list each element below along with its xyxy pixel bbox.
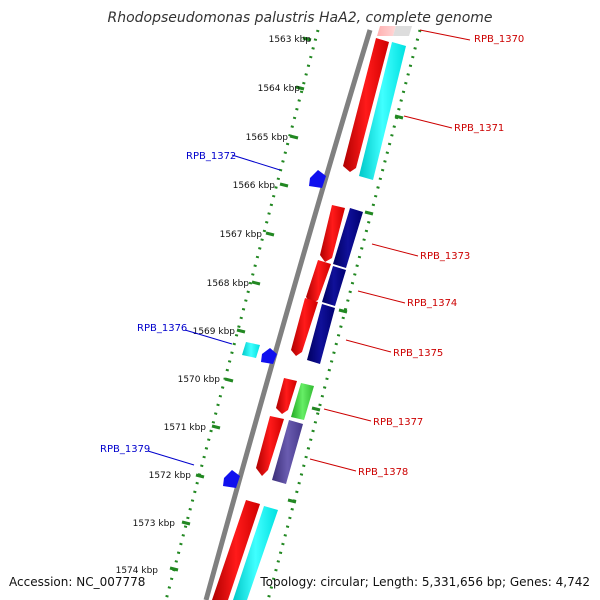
genome-summary-text: Topology: circular; Length: 5,331,656 bp… — [259, 575, 590, 589]
tick-label: 1566 kbp — [233, 181, 276, 191]
gene-label-rpb1377: RPB_1377 — [373, 417, 423, 428]
cds-feature-rpb1373 — [333, 208, 363, 268]
gene-label-rpb1372: RPB_1372 — [186, 151, 236, 162]
gene-label-rpb1373: RPB_1373 — [420, 251, 470, 262]
gene-label-rpb1376: RPB_1376 — [137, 323, 187, 334]
label-leaders — [147, 29, 471, 472]
cds-feature-rpb1378a — [256, 416, 284, 476]
gene-label-rpb1371: RPB_1371 — [454, 123, 504, 134]
tick-label: 1573 kbp — [133, 519, 176, 529]
cds-feature-rpb1377 — [291, 383, 314, 420]
tick-label: 1569 kbp — [193, 327, 236, 337]
trna-feature-rpb1372 — [309, 170, 326, 188]
tick-label: 1563 kbp — [269, 35, 312, 45]
rrna-feature-bottom — [233, 506, 278, 600]
cds-feature-rpb1373a — [320, 205, 345, 262]
rrna-feature-rpb1376 — [242, 342, 260, 358]
cds-feature-rpb1375a — [291, 298, 318, 356]
cds-feature-rpb1375 — [307, 304, 335, 364]
cds-feature-rpb1370 — [377, 26, 396, 36]
tick-label: 1571 kbp — [164, 423, 207, 433]
genome-backbone — [203, 29, 373, 600]
cds-feature-rpb1378 — [272, 420, 303, 484]
tick-label: 1574 kbp — [116, 566, 159, 576]
tick-label: 1564 kbp — [258, 84, 301, 94]
rrna-feature-rpb1371 — [359, 42, 406, 180]
tick-label: 1568 kbp — [207, 279, 250, 289]
trna-feature-rpb1376 — [261, 348, 277, 364]
cds-feature-rpb1371 — [343, 38, 389, 172]
cds-feature-rpb1374a — [306, 260, 331, 304]
gene-label-rpb1378: RPB_1378 — [358, 467, 408, 478]
tick-label: 1565 kbp — [246, 133, 289, 143]
cds-feature-rpb1374 — [322, 266, 346, 306]
tick-label: 1572 kbp — [149, 471, 192, 481]
cds-feature-bottom — [212, 500, 260, 600]
ruler-ticks — [169, 36, 404, 572]
map-title: Rhodopseudomonas palustris HaA2, complet… — [107, 10, 492, 26]
cds-feature-rpb1370b — [393, 26, 412, 36]
ruler-tick-labels: 1563 kbp 1564 kbp 1565 kbp 1566 kbp 1567… — [116, 35, 312, 576]
cds-feature-rpb1377a — [276, 378, 297, 414]
accession-text: Accession: NC_007778 — [9, 575, 145, 589]
tick-label: 1570 kbp — [178, 375, 221, 385]
trna-feature-rpb1379 — [223, 470, 240, 488]
gene-label-rpb1375: RPB_1375 — [393, 348, 443, 359]
gene-label-rpb1370: RPB_1370 — [474, 34, 524, 45]
gene-label-rpb1374: RPB_1374 — [407, 298, 457, 309]
tick-label: 1567 kbp — [220, 230, 263, 240]
gene-label-rpb1379: RPB_1379 — [100, 444, 150, 455]
